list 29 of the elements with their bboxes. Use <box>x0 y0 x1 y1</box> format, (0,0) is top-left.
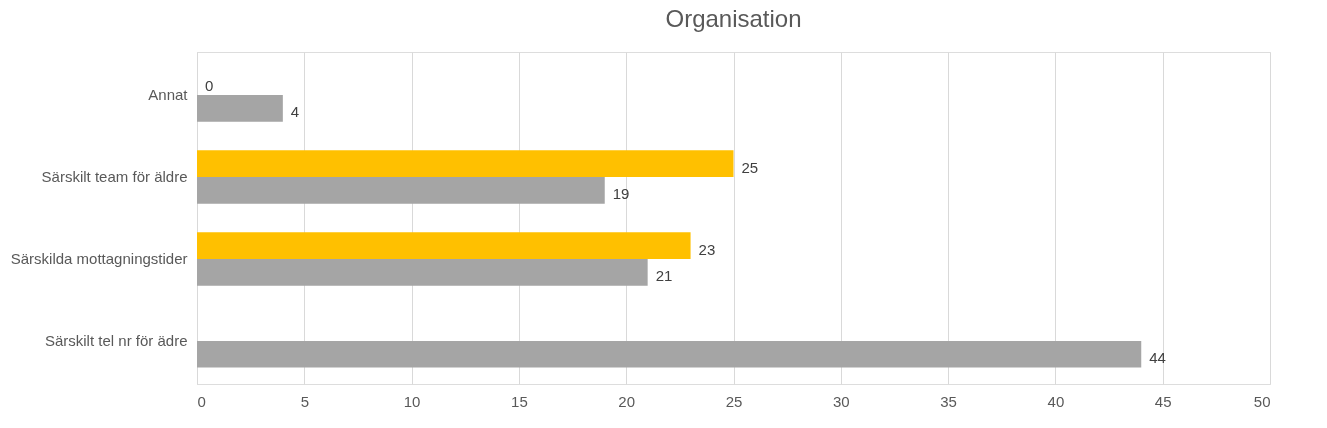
x-tick-label: 25 <box>725 392 743 410</box>
bar <box>197 258 648 286</box>
x-tick-label: 0 <box>197 392 206 410</box>
data-label: 19 <box>612 185 630 203</box>
y-tick-label: Särskilda mottagningstider <box>10 249 188 267</box>
data-label: 4 <box>290 103 300 121</box>
bar <box>197 150 734 178</box>
x-tick-label: 40 <box>1047 392 1065 410</box>
data-label: 25 <box>741 158 759 176</box>
data-label: 21 <box>655 267 673 285</box>
x-tick-label: 10 <box>403 392 421 410</box>
x-tick-label: 15 <box>511 392 528 410</box>
x-tick-label: 45 <box>1154 392 1172 410</box>
x-tick-label: 30 <box>832 392 850 410</box>
x-tick-label: 50 <box>1253 392 1271 410</box>
y-tick-label: Särskilt team för äldre <box>41 168 188 186</box>
bar <box>197 177 605 204</box>
data-label: 0 <box>205 76 214 94</box>
data-label: 23 <box>698 240 716 258</box>
bar <box>197 340 1142 368</box>
x-tick-label: 5 <box>300 392 309 410</box>
data-label: 44 <box>1149 349 1166 367</box>
y-tick-label: Annat <box>148 86 189 104</box>
bar <box>197 232 691 259</box>
bar <box>197 95 283 122</box>
chart-title: Organisation <box>665 5 802 32</box>
y-tick-label: Särskilt tel nr för ädre <box>44 331 188 349</box>
x-tick-label: 35 <box>940 392 957 410</box>
x-tick-label: 20 <box>618 392 636 410</box>
